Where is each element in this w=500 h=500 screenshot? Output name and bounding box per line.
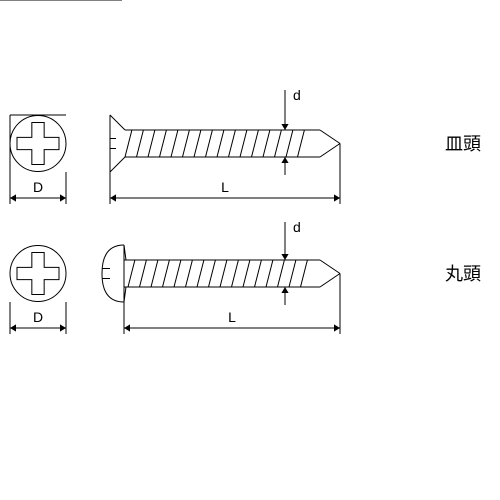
svg-text:皿頭: 皿頭 xyxy=(445,134,481,154)
svg-text:丸頭: 丸頭 xyxy=(445,264,481,284)
svg-text:L: L xyxy=(228,309,236,325)
svg-text:L: L xyxy=(221,179,229,195)
technical-diagram: D Ld 皿頭 D Ld 丸頭 xyxy=(0,0,500,500)
svg-text:d: d xyxy=(293,87,301,103)
svg-text:d: d xyxy=(293,219,301,235)
svg-text:D: D xyxy=(33,179,43,195)
svg-text:D: D xyxy=(33,309,43,325)
